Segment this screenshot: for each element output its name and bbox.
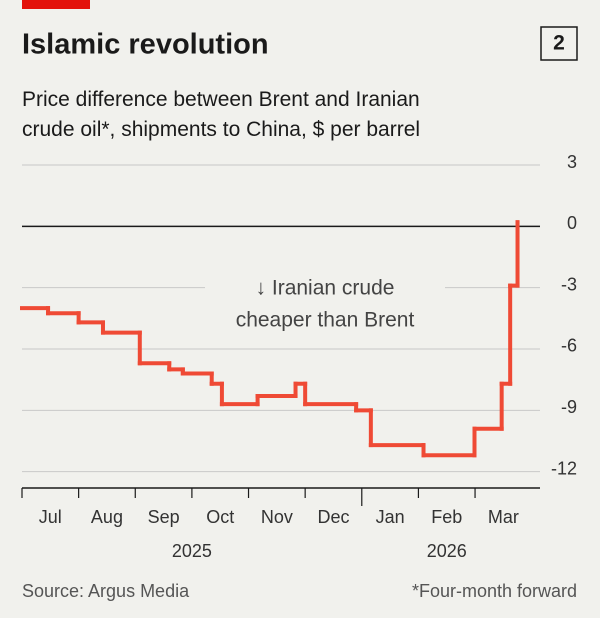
red-tag [22,0,90,9]
chart-title: Islamic revolution [22,29,269,61]
annotation-text: ↓ Iranian crude [256,277,395,300]
x-tick-label: Sep [148,507,180,527]
annotation-bg [205,270,445,340]
year-label: 2025 [172,541,212,561]
x-tick-label: Oct [206,507,234,527]
x-tick-label: Jul [39,507,62,527]
y-tick-label: -9 [561,397,577,417]
source: Source: Argus Media [22,581,190,601]
annotation-text: cheaper than Brent [236,309,415,332]
x-tick-label: Nov [261,507,293,527]
y-tick-label: -12 [551,458,577,478]
x-tick-label: Aug [91,507,123,527]
x-tick-label: Dec [317,507,349,527]
badge: 2 [553,32,565,55]
series [20,220,520,458]
x-tick-label: Feb [431,507,462,527]
year-label: 2026 [427,541,467,561]
y-tick-label: -6 [561,336,577,356]
badge-box [540,26,578,61]
subtitle: Price difference between Brent and Irani… [22,88,420,141]
footnote: *Four-month forward [412,581,577,601]
y-tick-label: -3 [561,274,577,294]
annotation: ↓ Iranian crude cheaper than Brent [205,270,445,340]
x-tick-label: Jan [376,507,405,527]
x-tick-label: Mar [488,507,519,527]
y-tick-label: 0 [567,213,577,233]
y-tick-label: 3 [567,152,577,172]
